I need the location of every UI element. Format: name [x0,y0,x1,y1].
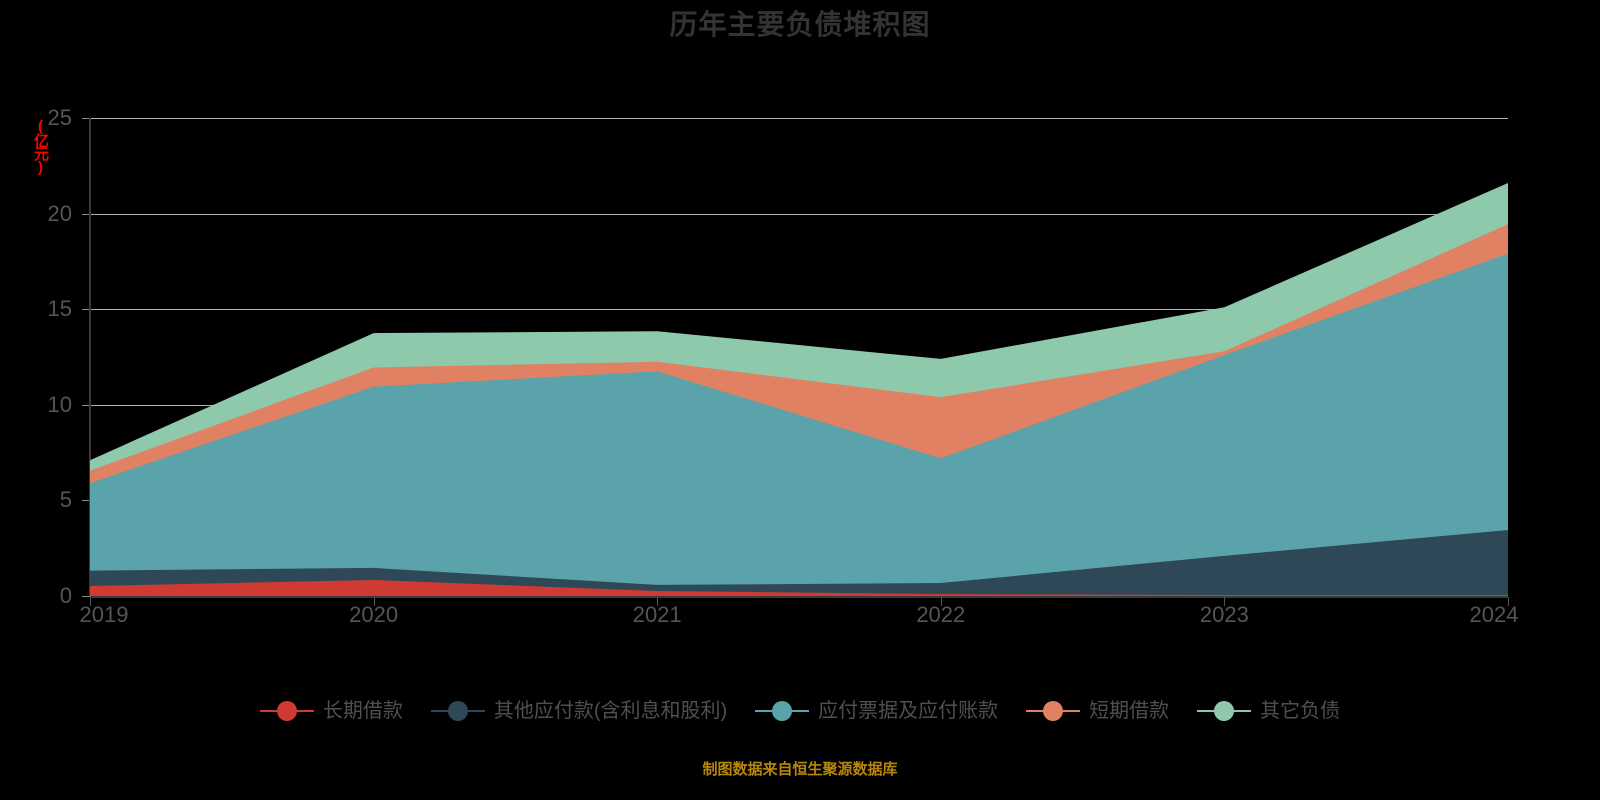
y-tick-label: 15 [47,296,72,322]
page-title: 历年主要负债堆积图 [669,9,931,40]
area-band [90,253,1508,596]
gridline [90,213,1508,215]
x-tick-mark [1224,597,1226,606]
area-band [90,530,1508,596]
x-tick-mark [940,597,942,606]
y-axis-line [89,118,91,596]
legend-label: 短期借款 [1089,700,1170,722]
y-tick-label: 5 [59,487,72,513]
stacked-area-series [90,183,1508,596]
y-tick-mark [82,213,90,215]
legend-label: 其他应付款(含利息和股利) [493,700,728,722]
plot-area [90,118,1508,596]
x-tick-label: 2022 [916,602,966,627]
x-tick-mark [1508,597,1509,606]
source-note: 制图数据来自恒生聚源数据库 [702,761,898,778]
legend-marker-icon [430,700,485,722]
legend-dot-icon [1214,701,1235,721]
legend-item-1[interactable]: 长期借款 [259,700,403,722]
legend-item-3[interactable]: 应付票据及应付账款 [755,700,998,722]
y-tick-label: 0 [59,583,72,608]
y-tick-mark [82,500,90,502]
x-tick-mark [90,597,91,606]
y-tick-mark [82,404,90,406]
gridline [90,118,1508,119]
x-axis-line [90,596,1508,598]
x-tick-label: 2023 [1199,602,1249,627]
x-tick-label: 2024 [1469,602,1519,627]
x-tick-label: 2021 [632,602,682,627]
legend-item-2[interactable]: 其他应付款(含利息和股利) [430,700,728,722]
legend-marker-icon [755,700,810,722]
legend-label: 长期借款 [322,700,403,722]
legend-label: 其它负债 [1260,700,1341,722]
legend-marker-icon [1197,700,1252,722]
legend: 长期借款 其他应付款(含利息和股利) 应付票据及应付账款 短期借款 其它负债 [0,700,1600,722]
y-tick-mark [82,596,90,597]
area-band [90,579,1508,596]
gridline [90,309,1508,311]
y-tick-mark [82,309,90,311]
legend-marker-icon [259,700,314,722]
legend-marker-icon [1026,700,1081,722]
y-tick-mark [82,118,90,119]
y-axis-unit-label: (亿元) [32,118,49,174]
legend-item-4[interactable]: 短期借款 [1026,700,1169,722]
x-tick-label: 2019 [79,602,129,627]
y-tick-label: 20 [47,200,72,226]
legend-label: 应付票据及应付账款 [818,700,999,722]
x-tick-mark [657,597,659,606]
legend-dot-icon [1043,701,1064,721]
y-tick-label: 10 [47,391,72,417]
y-tick-label: 25 [47,105,72,130]
legend-item-5[interactable]: 其它负债 [1197,700,1340,722]
legend-dot-icon [772,701,793,721]
legend-dot-icon [276,701,297,721]
x-tick-label: 2020 [349,602,399,627]
legend-dot-icon [447,701,468,721]
x-tick-mark [373,597,375,606]
